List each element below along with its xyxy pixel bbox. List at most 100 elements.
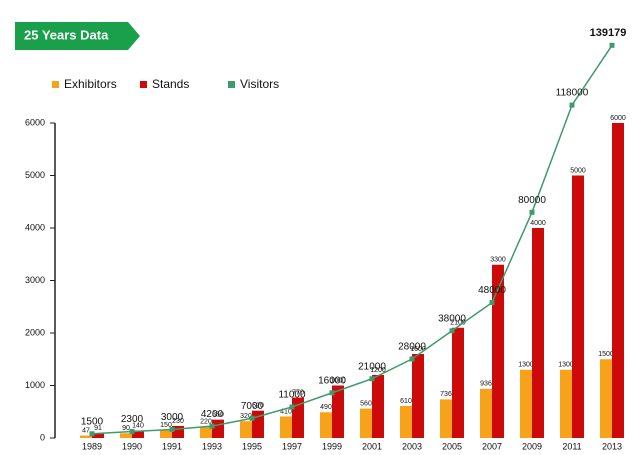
bar-value-label: 350 xyxy=(212,411,224,418)
bar xyxy=(292,397,304,438)
x-tick-label: 1995 xyxy=(242,441,262,451)
bar xyxy=(520,369,532,438)
bar-value-label: 5000 xyxy=(570,167,586,174)
x-tick-label: 1990 xyxy=(122,441,142,451)
bar-value-label: 410 xyxy=(280,408,292,415)
line-point xyxy=(129,429,135,435)
line-value-label: 3000 xyxy=(161,412,184,423)
legend-label: Stands xyxy=(152,77,189,91)
line-value-label: 4200 xyxy=(201,409,224,420)
x-tick-label: 1999 xyxy=(322,441,342,451)
chart-title: 25 Years Data xyxy=(24,27,109,42)
bar-value-label: 3300 xyxy=(490,257,506,264)
bar xyxy=(212,419,224,438)
line-point xyxy=(449,328,455,334)
bar xyxy=(532,228,544,438)
bar-value-label: 150 xyxy=(160,422,172,429)
line-point xyxy=(529,209,535,215)
bar-value-label: 1600 xyxy=(410,346,426,353)
line-value-label: 28000 xyxy=(398,342,426,353)
bar-value-label: 1200 xyxy=(370,367,386,374)
line-point xyxy=(609,42,615,48)
bar-value-label: 490 xyxy=(320,404,332,411)
bar-value-label: 4000 xyxy=(530,220,546,227)
x-tick-label: 2007 xyxy=(482,441,502,451)
bar xyxy=(440,399,452,438)
y-tick-label: 3000 xyxy=(25,275,45,285)
bar xyxy=(92,433,104,438)
x-tick-label: 2003 xyxy=(402,441,422,451)
bar-value-label: 936 xyxy=(480,381,492,388)
bar xyxy=(572,175,584,438)
line-value-label: 80000 xyxy=(518,195,546,206)
legend-label: Exhibitors xyxy=(64,77,117,91)
bar-value-label: 320 xyxy=(240,413,252,420)
x-tick-label: 2009 xyxy=(522,441,542,451)
line-point xyxy=(249,415,255,421)
line-point xyxy=(409,356,415,362)
x-tick-label: 1989 xyxy=(82,441,102,451)
bar-value-label: 736 xyxy=(440,391,452,398)
x-tick-label: 1993 xyxy=(202,441,222,451)
bar-value-label: 140 xyxy=(132,422,144,429)
x-tick-label: 2005 xyxy=(442,441,462,451)
line-value-label: 16000 xyxy=(318,375,346,386)
y-tick-label: 6000 xyxy=(25,117,45,127)
line-point xyxy=(209,423,215,429)
x-tick-label: 1991 xyxy=(162,441,182,451)
line-value-label: 1500 xyxy=(81,416,104,427)
bar xyxy=(560,369,572,438)
line-value-label: 139179 xyxy=(590,27,627,39)
x-tick-label: 2013 xyxy=(602,441,622,451)
line-value-label: 38000 xyxy=(438,313,466,324)
bar-value-label: 610 xyxy=(400,398,412,405)
bar-value-label: 47 xyxy=(82,427,90,434)
line-value-label: 118000 xyxy=(556,88,589,99)
x-tick-label: 2001 xyxy=(362,441,382,451)
bar xyxy=(452,327,464,438)
bar xyxy=(492,264,504,438)
bar xyxy=(280,416,292,438)
line-value-label: 21000 xyxy=(358,361,386,372)
bar-value-label: 770 xyxy=(292,389,304,396)
line-value-label: 11000 xyxy=(278,390,306,401)
bar xyxy=(120,433,132,438)
bar-value-label: 1300 xyxy=(558,362,574,369)
bar xyxy=(600,359,612,438)
bar-value-label: 230 xyxy=(172,418,184,425)
line-point xyxy=(569,102,575,108)
bar-value-label: 91 xyxy=(94,425,102,432)
bar xyxy=(360,408,372,438)
bar-value-label: 90 xyxy=(122,425,130,432)
bar xyxy=(200,426,212,438)
x-tick-label: 2011 xyxy=(562,441,581,451)
line-point xyxy=(289,404,295,410)
legend-swatch xyxy=(228,81,235,88)
bar-value-label: 6000 xyxy=(610,115,626,122)
bar xyxy=(320,412,332,438)
line-value-label: 2300 xyxy=(121,414,144,425)
bar-value-label: 220 xyxy=(200,418,212,425)
bar-value-label: 1500 xyxy=(598,351,614,358)
y-tick-label: 0 xyxy=(40,432,45,442)
legend-swatch xyxy=(52,81,59,88)
bar-value-label: 1300 xyxy=(518,362,534,369)
bar xyxy=(480,388,492,438)
y-tick-label: 4000 xyxy=(25,222,45,232)
line-point xyxy=(169,427,175,433)
bar xyxy=(412,354,424,438)
bar-value-label: 1000 xyxy=(330,377,346,384)
bar-value-label: 520 xyxy=(252,403,264,410)
legend-label: Visitors xyxy=(240,77,279,91)
bar-value-label: 560 xyxy=(360,400,372,407)
title-badge xyxy=(15,22,140,50)
y-tick-label: 2000 xyxy=(25,327,45,337)
line xyxy=(91,44,613,435)
y-tick-label: 1000 xyxy=(25,380,45,390)
line-point xyxy=(369,376,375,382)
bar xyxy=(612,123,624,438)
bar-value-label: 2100 xyxy=(450,320,466,327)
bar xyxy=(372,375,384,438)
line-point xyxy=(329,390,335,396)
